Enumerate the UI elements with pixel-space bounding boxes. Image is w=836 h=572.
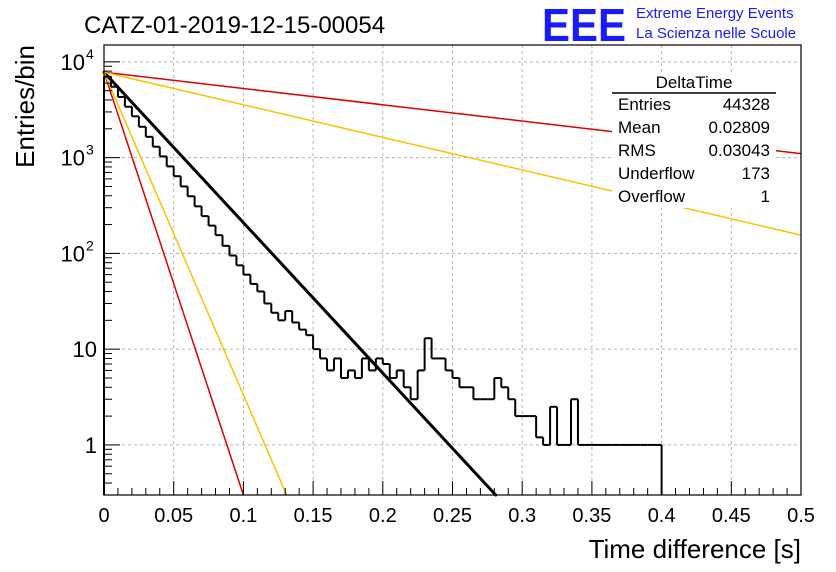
stats-box-background <box>612 74 776 208</box>
stats-label: RMS <box>618 141 656 160</box>
stats-label: Overflow <box>618 187 686 206</box>
logo-caption-line2: La Scienza nelle Scuole <box>636 25 796 42</box>
y-tick-label: 10 <box>73 337 97 362</box>
y-tick-label-base: 10 <box>61 50 85 75</box>
y-tick-label-exponent: 3 <box>86 142 94 158</box>
y-tick-label-base: 10 <box>61 241 85 266</box>
histogram-series <box>103 75 663 495</box>
stats-value: 1 <box>761 187 770 206</box>
reference-line <box>103 71 288 496</box>
stats-value: 0.03043 <box>709 141 770 160</box>
eee-logo: EEE <box>542 0 626 51</box>
stats-label: Entries <box>618 95 671 114</box>
x-tick-label: 0.1 <box>229 505 257 527</box>
grid-lines <box>104 45 801 495</box>
y-tick-label: 1 <box>85 433 97 458</box>
x-tick-label: 0.05 <box>154 505 193 527</box>
y-tick-label-base: 10 <box>61 146 85 171</box>
x-tick-label: 0.2 <box>369 505 397 527</box>
y-tick-label-exponent: 2 <box>86 237 94 253</box>
stats-label: Mean <box>618 118 661 137</box>
x-tick-label: 0.3 <box>508 505 536 527</box>
stats-title: DeltaTime <box>656 73 733 92</box>
stats-value: 0.02809 <box>709 118 770 137</box>
run-title: CATZ-01-2019-12-15-00054 <box>84 12 385 39</box>
fit-curves <box>102 70 802 497</box>
stats-box: DeltaTime Entries 44328 Mean 0.02809 RMS 0.03… <box>612 73 776 208</box>
axis-ticks <box>103 61 802 496</box>
exponential-fit-line <box>102 70 498 497</box>
stats-label: Underflow <box>618 164 695 183</box>
x-tick-label: 0.15 <box>294 505 333 527</box>
reference-line <box>103 71 802 236</box>
y-tick-label-exponent: 4 <box>86 46 94 62</box>
logo-caption-line1: Extreme Energy Events <box>636 5 794 22</box>
reference-line <box>103 71 245 496</box>
x-tick-label: 0.35 <box>572 505 611 527</box>
x-tick-label: 0.45 <box>712 505 751 527</box>
x-axis-label: Time difference [s] <box>589 534 801 564</box>
x-tick-label: 0.4 <box>648 505 676 527</box>
x-tick-label: 0.5 <box>787 505 815 527</box>
stats-value: 44328 <box>723 95 770 114</box>
x-tick-label: 0 <box>98 505 109 527</box>
x-tick-label: 0.25 <box>433 505 472 527</box>
y-axis-label: Entries/bin <box>10 45 40 168</box>
stats-value: 173 <box>742 164 770 183</box>
